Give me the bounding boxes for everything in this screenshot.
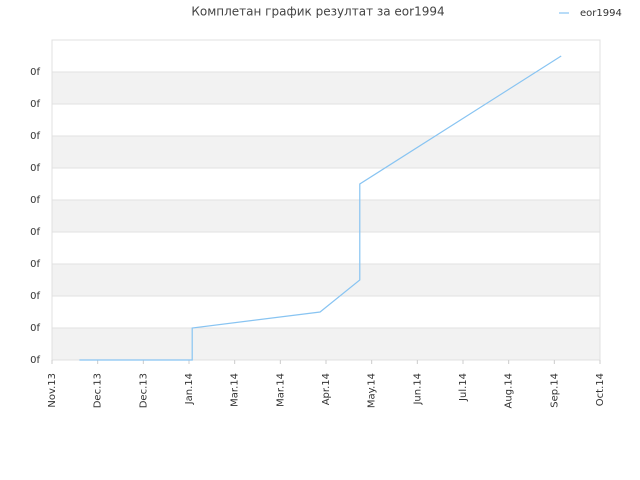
grid-band: [52, 328, 600, 360]
x-tick-label: Dec.13: [93, 373, 104, 408]
x-tick-label: Jun.14: [412, 373, 423, 406]
x-tick-label: Apr.14: [321, 373, 332, 405]
y-tick-label: 0f: [30, 67, 40, 78]
x-tick-label: Oct.14: [595, 373, 606, 406]
y-tick-label: 0f: [30, 99, 40, 110]
grid-band: [52, 72, 600, 104]
x-tick-label: Aug.14: [504, 373, 515, 408]
x-tick-label: Dec.13: [138, 373, 149, 408]
y-tick-label: 0f: [30, 131, 40, 142]
x-tick-label: May.14: [367, 373, 378, 408]
data-line: [79, 55, 562, 361]
x-tick-label: Nov.13: [47, 373, 58, 408]
grid-band: [52, 200, 600, 232]
legend-label: eor1994: [580, 8, 622, 19]
y-tick-label: 0f: [30, 163, 40, 174]
y-tick-label: 0f: [30, 323, 40, 334]
grid-band: [52, 136, 600, 168]
x-tick-label: Jan.14: [184, 373, 195, 405]
chart-title: Комплетан график резултат за eor1994: [191, 5, 444, 19]
x-tick-label: Jul.14: [458, 373, 469, 402]
y-tick-label: 0f: [30, 291, 40, 302]
y-tick-label: 0f: [30, 355, 40, 366]
y-tick-label: 0f: [30, 259, 40, 270]
x-tick-label: Mar.14: [230, 373, 241, 407]
x-tick-label: Sep.14: [549, 373, 560, 408]
x-tick-label: Mar.14: [275, 373, 286, 407]
y-tick-label: 0f: [30, 227, 40, 238]
grid-band: [52, 264, 600, 296]
y-tick-label: 0f: [30, 195, 40, 206]
